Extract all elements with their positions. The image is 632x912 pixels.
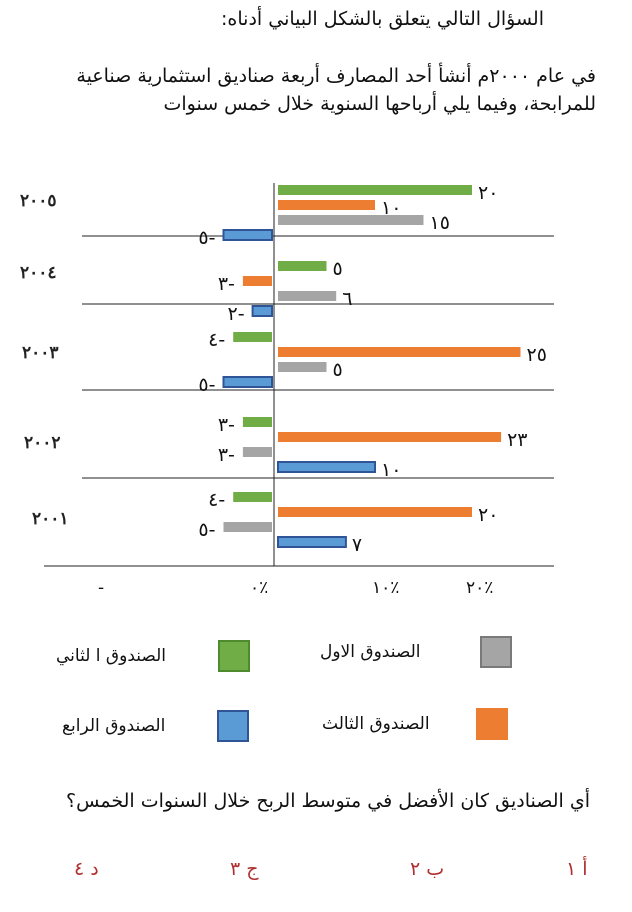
bar (251, 305, 274, 317)
bar (278, 347, 521, 357)
data-label: ٣- (218, 414, 235, 436)
legend-item-fund1: الصندوق الاول (320, 636, 513, 668)
data-label: ٢٥ (527, 344, 547, 366)
bar (242, 447, 272, 457)
bar (278, 507, 472, 517)
choice-a[interactable]: أ ١ (566, 858, 588, 880)
bar (278, 185, 472, 195)
legend-label-fund4: الصندوق الرابع (62, 716, 166, 736)
legend-swatch-fund3 (475, 708, 508, 740)
data-label: ٣- (218, 444, 235, 466)
bar (242, 417, 272, 427)
intro-text: السؤال التالي يتعلق بالشكل البياني أدناه… (221, 8, 544, 30)
data-label: ٥- (198, 227, 215, 249)
data-label: ٢٠ (478, 182, 498, 204)
data-label: ٤- (208, 489, 225, 511)
y-category-label: ٢٠٠١ (32, 509, 69, 529)
bar (222, 229, 273, 241)
legend-label-fund1: الصندوق الاول (320, 642, 421, 662)
data-label: ٦ (342, 288, 352, 310)
data-label: ١٠ (381, 459, 401, 481)
x-tick-label: ٪١٠ (372, 578, 400, 598)
bar (278, 291, 337, 301)
bar (278, 215, 424, 225)
legend-item-fund3: الصندوق الثالث (322, 708, 508, 740)
data-label: ١٥ (430, 212, 450, 234)
bar (242, 276, 272, 286)
bar (278, 432, 502, 442)
choice-c[interactable]: ج ٣ (230, 858, 259, 880)
data-label: ٥ (333, 359, 343, 381)
question-stem: في عام ٢٠٠٠م أنشأ أحد المصارف أربعة صناد… (76, 65, 596, 115)
y-category-label: ٢٠٠٢ (24, 433, 61, 453)
data-label: ٥- (198, 374, 215, 396)
data-label: ٣- (218, 273, 235, 295)
bar (278, 200, 375, 210)
choice-b[interactable]: ب ٢ (410, 858, 445, 880)
x-tick-label: ٪٢٠ (466, 578, 494, 598)
bar (233, 492, 272, 502)
bar (223, 522, 272, 532)
question-prompt: أي الصناديق كان الأفضل في متوسط الربح خل… (66, 790, 590, 812)
legend-label-fund3: الصندوق الثالث (322, 714, 430, 734)
y-category-label: ٢٠٠٣ (22, 343, 59, 363)
bar (277, 461, 376, 473)
data-label: ١٠ (381, 197, 401, 219)
bar (233, 332, 272, 342)
data-label: ٢٠ (478, 504, 498, 526)
legend-item-fund2: الصندوق ا لثاني (56, 640, 251, 672)
bar (278, 362, 327, 372)
data-label: ٥ (333, 258, 343, 280)
legend-item-fund4: الصندوق الرابع (62, 710, 250, 742)
bar (277, 536, 347, 548)
x-tick-label: - (98, 578, 105, 598)
legend-swatch-fund2 (218, 640, 251, 672)
legend-swatch-fund4 (217, 710, 250, 742)
choice-d[interactable]: د ٤ (74, 858, 99, 880)
y-category-label: ٢٠٠٥ (20, 191, 57, 211)
data-label: ٥- (198, 519, 215, 541)
x-tick-label: ٪٠ (250, 578, 269, 598)
data-label: ٤- (208, 329, 225, 351)
bar-chart: ٢٠٠٥ ٢٠ ١٠ ١٥ ٥- ٢٠٠٤ ٥ ٣- ٦ ٢- ٢٠٠٣ ٤- ٢٥ ٥ ٥- ٢٠٠٢ ٣- ٢… (20, 182, 554, 567)
y-category-label: ٢٠٠٤ (20, 263, 57, 283)
data-label: ٢- (228, 303, 245, 325)
bar (222, 376, 273, 388)
data-label: ٧ (352, 534, 362, 556)
answer-choices: أ ١ ب ٢ ج ٣ د ٤ (0, 858, 632, 888)
data-label: ٢٣ (507, 429, 527, 451)
legend-label-fund2: الصندوق ا لثاني (56, 646, 167, 666)
bar (278, 261, 327, 271)
legend-swatch-fund1 (480, 636, 513, 668)
